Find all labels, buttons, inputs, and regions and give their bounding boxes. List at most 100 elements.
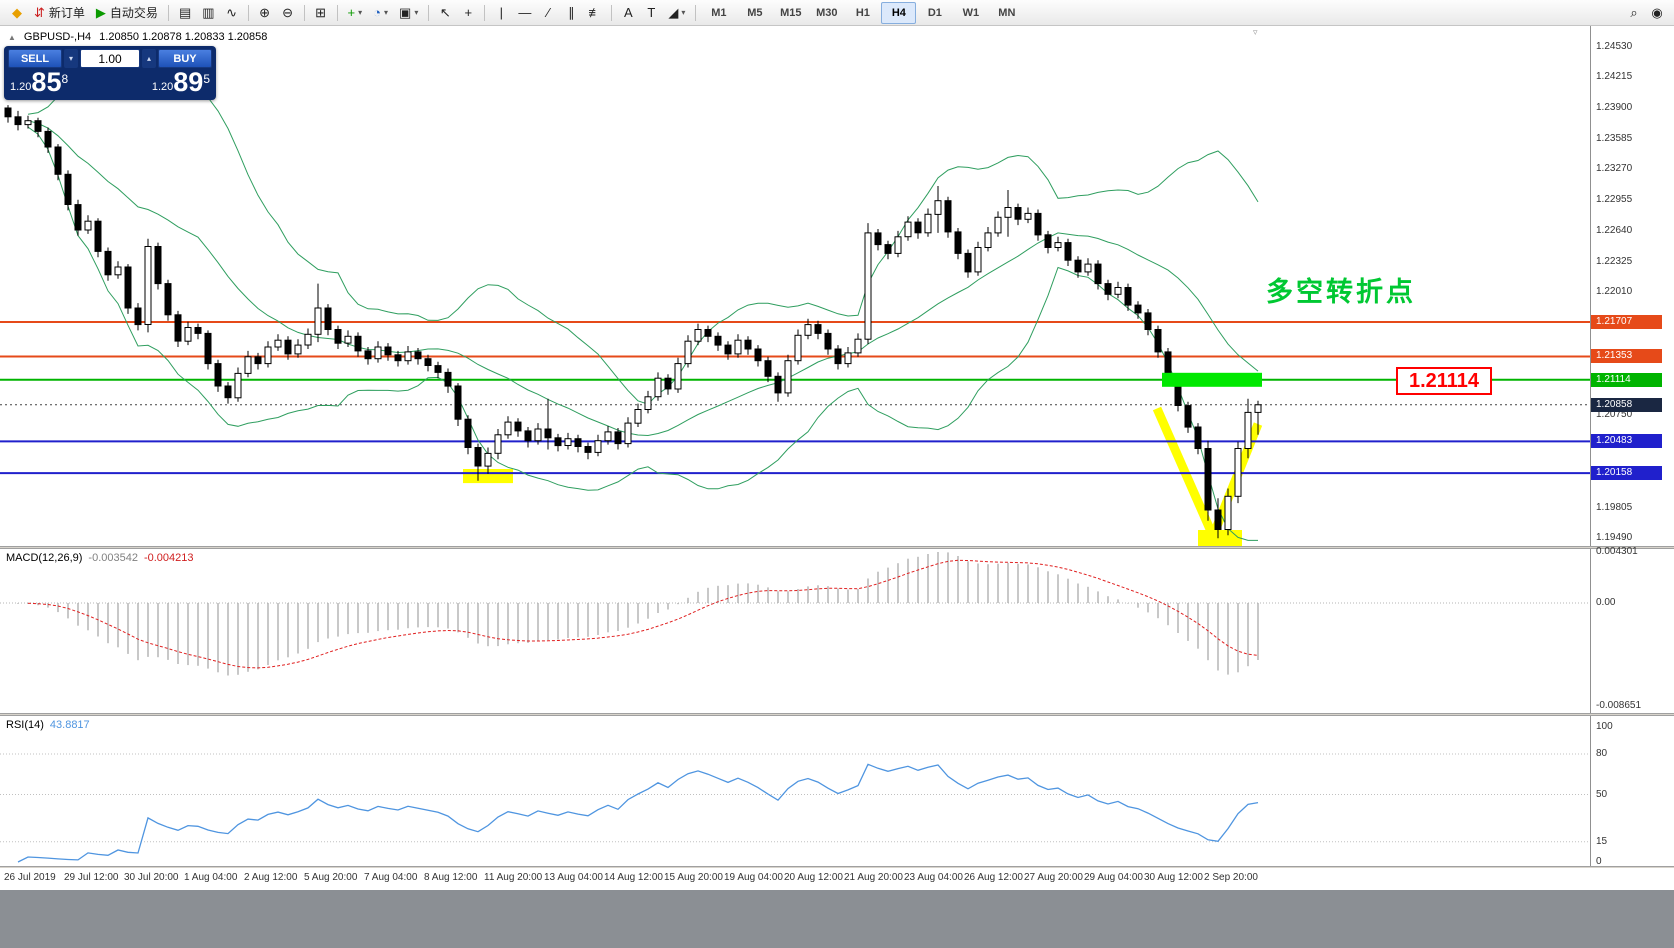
- crosshair-tool-button[interactable]: +: [457, 3, 479, 23]
- text-tool-button[interactable]: A: [617, 3, 639, 23]
- search-icon: ⌕: [1630, 5, 1638, 20]
- tile-windows-button[interactable]: ⊞: [310, 3, 332, 23]
- profile-button[interactable]: ◉: [1646, 3, 1668, 23]
- cursor-tool-button[interactable]: ↖: [434, 3, 456, 23]
- macd-surface[interactable]: [0, 549, 1590, 713]
- time-label: 1 Aug 04:00: [184, 872, 238, 883]
- yellow-highlights: [463, 406, 1263, 546]
- axis-tick: 1.23270: [1596, 163, 1633, 174]
- time-label: 20 Aug 12:00: [784, 872, 843, 883]
- rsi-surface[interactable]: [0, 716, 1590, 866]
- caret-down-icon: ▾: [414, 8, 419, 17]
- time-label: 30 Aug 12:00: [1144, 872, 1203, 883]
- search-button[interactable]: ⌕: [1623, 3, 1645, 23]
- channel-tool-button[interactable]: ∥: [560, 3, 582, 23]
- new-order-button[interactable]: ⇵ 新订单: [29, 3, 90, 23]
- templates-button[interactable]: ▣ ▾: [394, 3, 423, 23]
- caret-down-icon: ▾: [384, 8, 389, 17]
- timeframe-mn-button[interactable]: MN: [998, 6, 1016, 19]
- symbol-period-label: GBPUSD-,H4: [23, 31, 92, 43]
- caret-down-icon: ▾: [681, 8, 686, 17]
- bb-lower: [27, 126, 1258, 541]
- timeframe-m30-button[interactable]: M30: [816, 6, 838, 19]
- caret-down-icon: ▾: [68, 54, 73, 63]
- autotrading-button[interactable]: ▶ 自动交易: [91, 3, 163, 23]
- price-tag: 1.20158: [1591, 466, 1662, 480]
- arrows-tool-button[interactable]: ◢ ▾: [663, 3, 690, 23]
- timeframe-w1-button[interactable]: W1: [962, 6, 980, 19]
- time-axis: 26 Jul 2019 29 Jul 12:00 30 Jul 20:00 1 Aug…: [0, 868, 1674, 890]
- profile-icon: ◉: [1651, 5, 1663, 20]
- time-label: 14 Aug 12:00: [604, 872, 663, 883]
- fibonacci-tool-button[interactable]: ≢: [583, 3, 606, 23]
- panel-separator: [0, 866, 1674, 868]
- candlestick-chart-icon: ▥: [202, 5, 215, 20]
- panel-separator[interactable]: [0, 546, 1674, 549]
- candlestick-chart-button[interactable]: ▥: [197, 3, 219, 23]
- zoom-out-button[interactable]: ⊖: [277, 3, 299, 23]
- tile-windows-icon: ⊞: [315, 5, 326, 20]
- time-label: 11 Aug 20:00: [484, 872, 543, 883]
- fibonacci-icon: ≢: [588, 5, 602, 20]
- toolbar-separator: [336, 4, 338, 21]
- axis-tick: 15: [1596, 836, 1608, 847]
- one-click-trading-panel: SELL ▾ ▴ BUY 1.20 85 8 1.20 89 5: [4, 46, 216, 100]
- periods-button[interactable]: ◔ ▾: [368, 3, 393, 23]
- axis-tick: 1.19490: [1596, 532, 1633, 543]
- indicators-button[interactable]: + ▾: [343, 3, 368, 23]
- timeframe-m1-button[interactable]: M1: [711, 6, 727, 19]
- price-tag: 1.21114: [1591, 373, 1662, 387]
- price-tag: 1.20483: [1591, 434, 1662, 448]
- axis-tick: -0.008651: [1596, 700, 1642, 711]
- time-label: 13 Aug 04:00: [544, 872, 603, 883]
- axis-tick: 50: [1596, 789, 1608, 800]
- rsi-axis: 100 80 50 15 0: [1590, 716, 1674, 867]
- volume-increase-button[interactable]: ▴: [142, 49, 156, 68]
- macd-value-signal: -0.004213: [143, 552, 194, 564]
- one-click-collapse-icon[interactable]: ▲: [8, 32, 16, 42]
- label-tool-button[interactable]: T: [640, 3, 662, 23]
- volume-input[interactable]: [80, 49, 140, 68]
- rsi-line: [17, 763, 1259, 863]
- main-chart-surface[interactable]: [0, 26, 1590, 546]
- indicators-icon: +: [347, 5, 356, 20]
- volume-decrease-button[interactable]: ▾: [64, 49, 78, 68]
- price-tag: 1.21707: [1591, 315, 1662, 329]
- turning-point-annotation: 多空转折点: [1266, 277, 1416, 307]
- horizontal-line-tool-button[interactable]: —: [513, 3, 536, 23]
- timeframe-m15-button[interactable]: M15: [780, 6, 802, 19]
- time-label: 26 Jul 2019: [4, 872, 56, 883]
- new-order-label: 新订单: [48, 6, 85, 20]
- sell-button[interactable]: SELL: [8, 49, 62, 68]
- time-label: 21 Aug 20:00: [844, 872, 903, 883]
- crosshair-icon: +: [464, 5, 473, 20]
- line-chart-icon: ∿: [226, 5, 237, 20]
- axis-tick: 1.23585: [1596, 133, 1633, 144]
- time-label: 7 Aug 04:00: [364, 872, 418, 883]
- line-chart-button[interactable]: ∿: [221, 3, 243, 23]
- autotrade-play-icon: ▶: [95, 5, 106, 20]
- buy-button[interactable]: BUY: [158, 49, 212, 68]
- time-label: 26 Aug 12:00: [964, 872, 1023, 883]
- vertical-line-tool-button[interactable]: |: [490, 3, 512, 23]
- main-chart-panel: ▲ GBPUSD-,H4 1.20850 1.20878 1.20833 1.2…: [0, 26, 1590, 546]
- green-zone-highlight: [1162, 372, 1262, 387]
- bar-chart-button[interactable]: ▤: [174, 3, 196, 23]
- zoom-in-button[interactable]: ⊕: [254, 3, 276, 23]
- trendline-tool-button[interactable]: ∕: [537, 3, 559, 23]
- toolbar-separator: [484, 4, 486, 21]
- timeframe-d1-button[interactable]: D1: [927, 6, 942, 19]
- mt4-logo-icon: ◆: [12, 5, 22, 20]
- axis-tick: 0.004301: [1596, 546, 1638, 557]
- arrows-tool-icon: ◢: [668, 5, 679, 20]
- timeframe-h1-button[interactable]: H1: [855, 6, 870, 19]
- timeframe-m5-button[interactable]: M5: [747, 6, 763, 19]
- chart-shift-marker[interactable]: ▿: [1253, 27, 1258, 37]
- chart-title: ▲ GBPUSD-,H4 1.20850 1.20878 1.20833 1.2…: [8, 31, 267, 43]
- time-label: 29 Aug 04:00: [1084, 872, 1143, 883]
- horizontal-line-icon: —: [518, 5, 532, 20]
- timeframe-h4-button[interactable]: H4: [881, 1, 917, 24]
- panel-separator[interactable]: [0, 713, 1674, 716]
- vertical-line-icon: |: [499, 5, 504, 20]
- axis-tick: 1.24215: [1596, 71, 1633, 82]
